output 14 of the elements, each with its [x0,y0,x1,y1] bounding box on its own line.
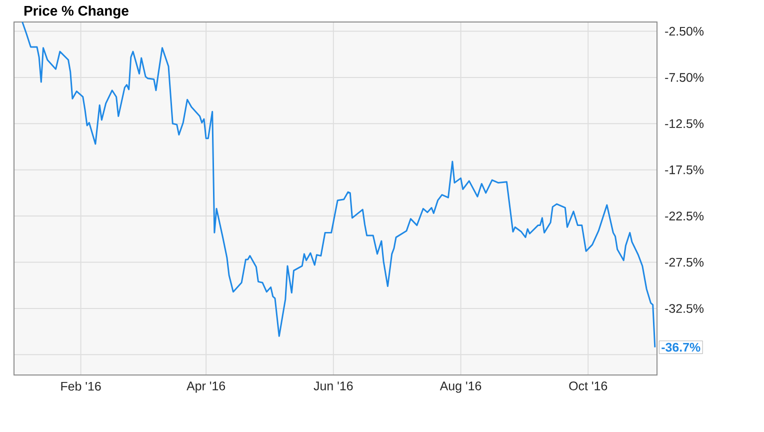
y-tick-label: -7.50% [665,73,704,82]
x-tick-label: Feb '16 [61,382,101,391]
x-tick-label: Apr '16 [186,382,226,393]
x-tick-label: Jun '16 [314,382,353,390]
y-tick-label: -32.5% [665,304,704,313]
x-tick-label: Oct '16 [569,382,608,390]
y-tick-label: -2.50% [665,26,704,36]
chart-title: Price % Change [24,5,128,19]
y-tick-label: -12.5% [665,119,704,128]
y-tick-label: -27.5% [665,258,704,267]
y-tick-label: -17.5% [665,165,704,174]
x-tick-label: Aug '16 [440,382,482,393]
y-tick-label: -22.5% [665,212,704,220]
annotation: -36.7% [662,342,700,352]
